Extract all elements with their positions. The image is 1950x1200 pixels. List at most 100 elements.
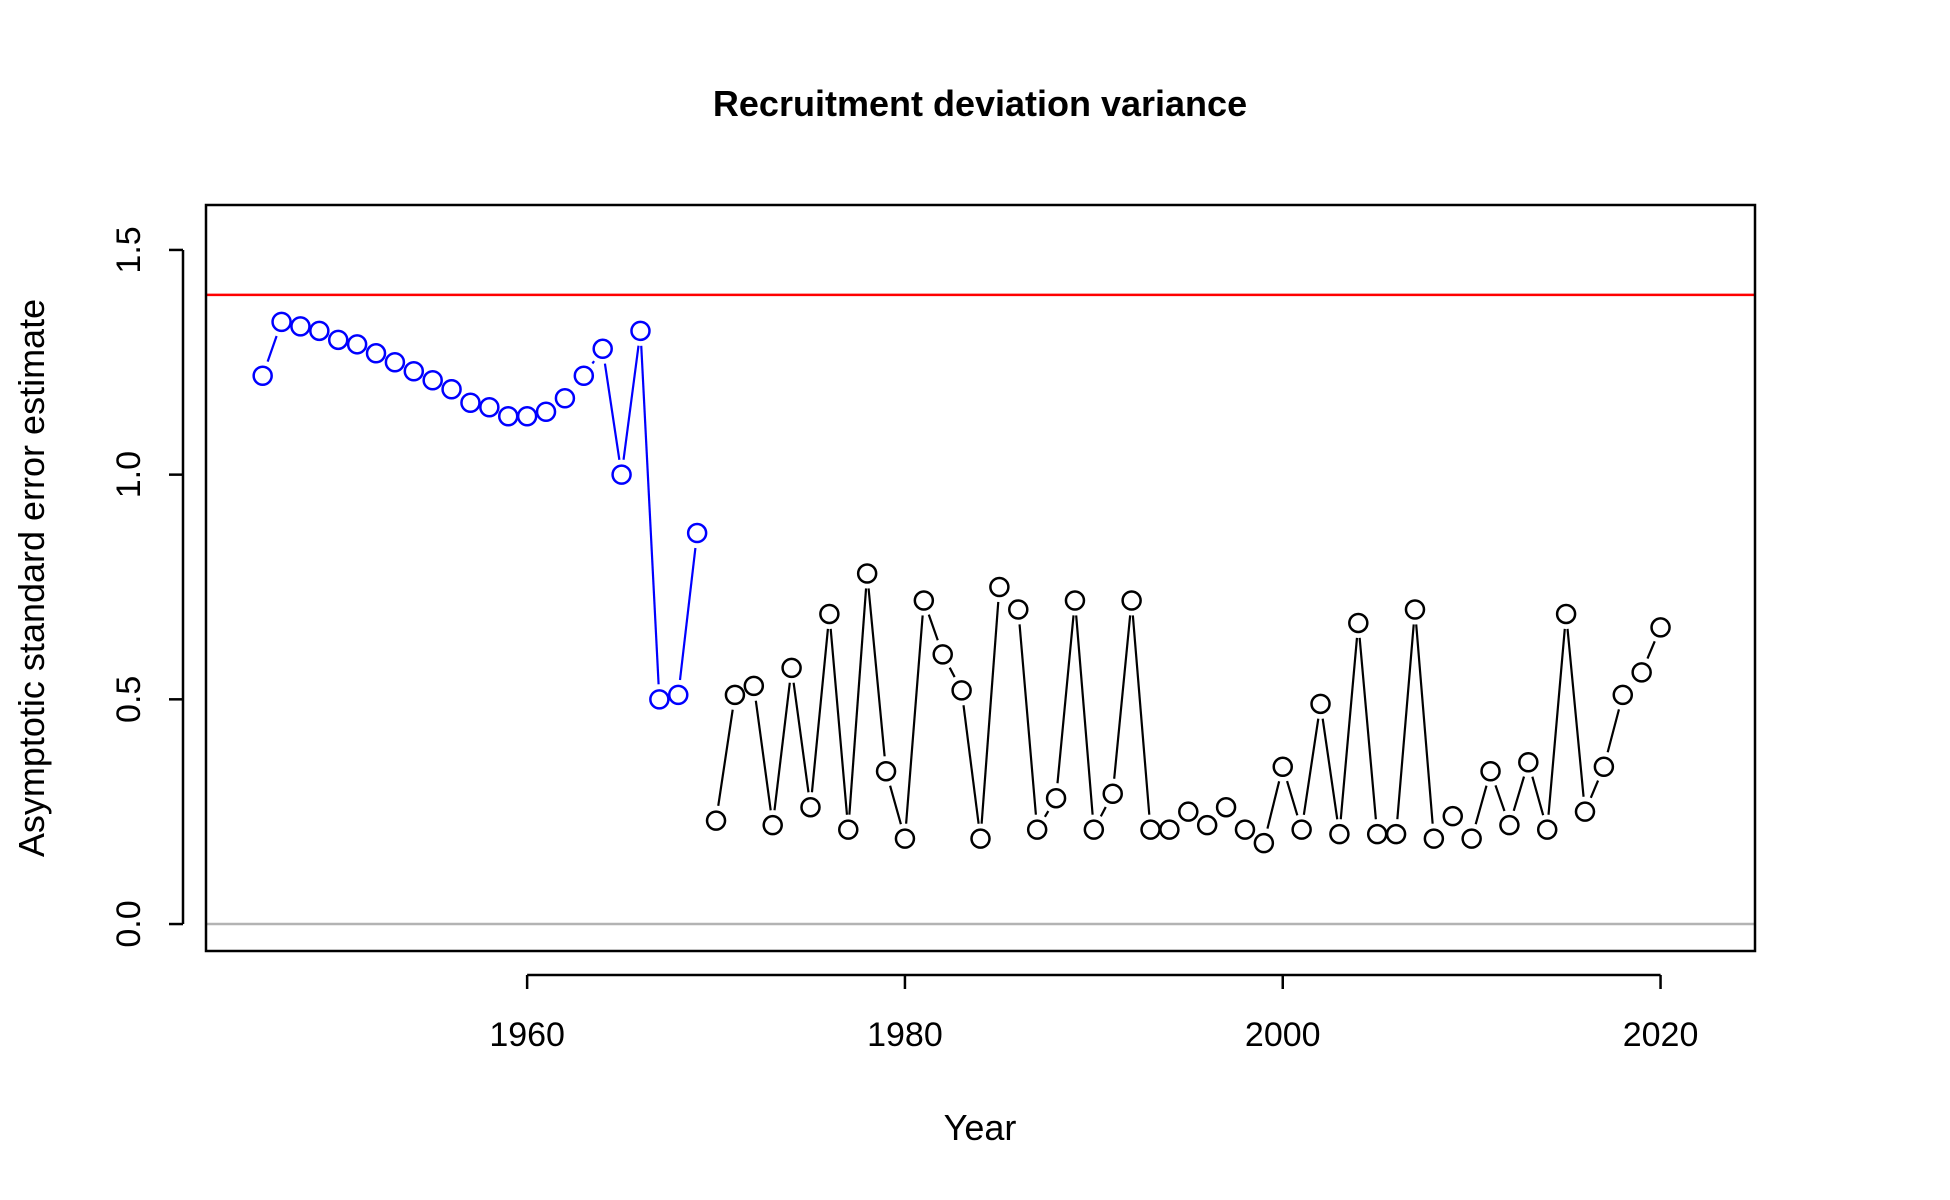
data-point — [554, 387, 576, 409]
data-point — [951, 680, 972, 701]
x-tick-label: 1980 — [867, 1016, 943, 1054]
data-point — [1215, 796, 1237, 818]
data-point — [479, 396, 500, 418]
data-point — [516, 405, 538, 427]
data-point — [932, 644, 953, 665]
data-point — [856, 563, 878, 584]
data-point — [1140, 819, 1161, 840]
data-point — [649, 689, 670, 710]
x-tick-label: 2000 — [1245, 1016, 1321, 1054]
series-1-segment — [1099, 806, 1107, 817]
data-point — [913, 590, 935, 611]
data-point — [970, 828, 991, 849]
data-point — [592, 338, 613, 360]
data-point — [1253, 832, 1275, 854]
y-tick-label: 0.5 — [110, 676, 148, 723]
data-point — [1310, 693, 1331, 715]
series-1-segment — [1266, 781, 1281, 829]
data-point — [1159, 819, 1180, 840]
series-1-segment — [1606, 709, 1621, 753]
data-point — [611, 464, 632, 485]
series-1-segment — [829, 628, 849, 815]
data-point — [252, 365, 273, 387]
data-point — [1555, 603, 1577, 625]
data-point — [1612, 684, 1634, 706]
data-point — [1404, 599, 1426, 620]
data-point — [309, 320, 330, 342]
y-tick-label: 0.0 — [110, 900, 148, 947]
series-1-segment — [1358, 637, 1377, 820]
series-1-segment — [1494, 785, 1506, 812]
series-0 — [252, 311, 708, 710]
data-point — [1121, 590, 1142, 611]
series-0-segment — [266, 335, 278, 362]
data-point — [1026, 819, 1048, 840]
data-point — [630, 320, 651, 342]
data-point — [1574, 801, 1596, 822]
data-point — [290, 316, 311, 337]
data-point — [1102, 783, 1123, 804]
data-point — [1442, 805, 1464, 827]
data-point — [1083, 819, 1105, 840]
data-point — [894, 828, 916, 849]
data-point — [497, 405, 519, 427]
series-1-segment — [905, 615, 924, 824]
series-1-segment — [1566, 628, 1585, 797]
data-point — [668, 684, 689, 706]
data-point — [460, 392, 481, 413]
x-axis-label: Year — [944, 1107, 1017, 1148]
data-point — [1366, 823, 1388, 845]
series-1-segment — [1043, 810, 1050, 818]
series-1-segment — [1415, 624, 1434, 824]
data-point — [1291, 819, 1312, 840]
series-1-segment — [1474, 785, 1488, 825]
data-point — [271, 311, 292, 333]
series-1-segment — [1321, 718, 1339, 820]
data-point — [1008, 599, 1029, 620]
data-point — [1536, 819, 1558, 840]
series-0-segment — [678, 547, 697, 681]
data-point — [1272, 756, 1293, 777]
series-1-segment — [927, 614, 939, 641]
data-point — [1329, 823, 1350, 845]
series-1-segment — [1339, 637, 1359, 820]
series-1-segment — [717, 709, 734, 807]
y-tick-label: 1.0 — [110, 451, 148, 498]
series-1 — [705, 563, 1671, 854]
data-point — [800, 796, 821, 818]
data-point — [724, 684, 746, 706]
series-1-segment — [1286, 780, 1299, 816]
data-point — [686, 522, 708, 544]
data-point — [1385, 823, 1407, 845]
data-point — [1064, 590, 1086, 611]
data-point — [403, 361, 425, 382]
data-point — [1499, 814, 1520, 836]
data-point — [1518, 752, 1539, 773]
series-1-segment — [1113, 615, 1132, 779]
data-point — [384, 352, 406, 373]
data-point — [705, 810, 727, 831]
data-point — [1423, 828, 1445, 849]
data-point — [1593, 756, 1615, 777]
series-1-segment — [980, 601, 1000, 824]
data-point — [422, 370, 443, 391]
series-1-segment — [792, 682, 810, 793]
data-point — [1480, 760, 1501, 782]
data-point — [1461, 828, 1482, 849]
data-point — [1650, 617, 1671, 638]
series-1-segment — [1018, 624, 1037, 815]
data-point — [327, 329, 349, 351]
data-point — [573, 365, 595, 387]
series-1-segment — [889, 785, 902, 825]
data-point — [989, 576, 1010, 598]
series-1-segment — [1131, 615, 1151, 815]
x-tick-label: 1960 — [489, 1016, 565, 1054]
series-0-segment — [622, 345, 640, 460]
series-1-segment — [948, 667, 956, 678]
series-1-segment — [1512, 776, 1526, 812]
data-point — [1631, 662, 1652, 683]
data-point — [875, 760, 897, 782]
axes: 1960 1980 2000 2020 0.0 0.5 1.0 1.5 — [110, 226, 1698, 1054]
